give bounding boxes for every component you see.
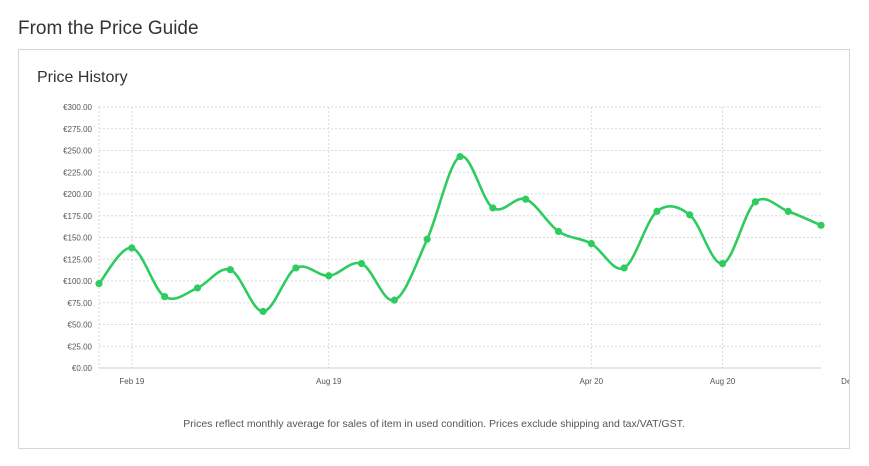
y-tick-label: €250.00 <box>63 147 92 156</box>
data-point[interactable] <box>226 266 234 274</box>
data-point[interactable] <box>522 195 530 203</box>
chart-title: Price History <box>37 69 128 86</box>
data-point[interactable] <box>817 221 825 229</box>
y-tick-label: €300.00 <box>63 103 92 112</box>
data-point[interactable] <box>751 198 760 206</box>
data-point[interactable] <box>325 272 333 280</box>
y-tick-label: €225.00 <box>63 168 92 177</box>
y-tick-label: €275.00 <box>63 125 92 134</box>
data-point[interactable] <box>686 211 694 219</box>
price-history-chart: €0.00 €25.00 €50.00 €75.00 €100.00 €125.00 €15… <box>63 103 849 386</box>
y-tick-label: €25.00 <box>68 342 93 351</box>
y-tick-label: €175.00 <box>63 212 92 221</box>
chart-footnote: Prices reflect monthly average for sales… <box>183 418 685 430</box>
data-point[interactable] <box>95 280 103 288</box>
data-point[interactable] <box>784 207 792 215</box>
data-point[interactable] <box>292 264 300 272</box>
series-line <box>97 155 823 313</box>
data-point[interactable] <box>587 239 595 248</box>
data-point[interactable] <box>456 152 464 161</box>
data-point[interactable] <box>423 235 431 243</box>
data-point[interactable] <box>193 284 202 292</box>
section-title: From the Price Guide <box>18 18 199 39</box>
data-point[interactable] <box>390 296 398 304</box>
data-point[interactable] <box>357 260 366 268</box>
x-tick-label: Feb 19 <box>119 377 144 386</box>
data-point[interactable] <box>128 244 136 252</box>
y-tick-label: €125.00 <box>63 255 92 264</box>
price-history-panel: Price History €0.00 €25.00 €50.00 €75.00 €10… <box>18 49 850 449</box>
chart-grid <box>98 106 822 369</box>
data-point[interactable] <box>161 293 169 301</box>
y-tick-label: €75.00 <box>68 299 93 308</box>
data-point[interactable] <box>718 260 727 268</box>
data-point[interactable] <box>554 227 563 236</box>
x-tick-label: Aug 19 <box>316 377 342 386</box>
y-tick-label: €200.00 <box>63 190 92 199</box>
y-tick-label: €0.00 <box>72 364 93 373</box>
x-tick-label: Apr 20 <box>580 377 604 386</box>
data-point[interactable] <box>620 264 628 272</box>
series-points <box>95 152 825 316</box>
y-axis: €0.00 €25.00 €50.00 €75.00 €100.00 €125.00 €15… <box>63 103 92 373</box>
data-point[interactable] <box>259 307 267 316</box>
data-point[interactable] <box>489 204 497 212</box>
y-tick-label: €100.00 <box>63 277 92 286</box>
x-tick-label: Dec 20 <box>841 377 849 386</box>
x-tick-label: Aug 20 <box>710 377 736 386</box>
y-tick-label: €150.00 <box>63 234 92 243</box>
data-point[interactable] <box>653 207 661 215</box>
y-tick-label: €50.00 <box>68 321 93 330</box>
